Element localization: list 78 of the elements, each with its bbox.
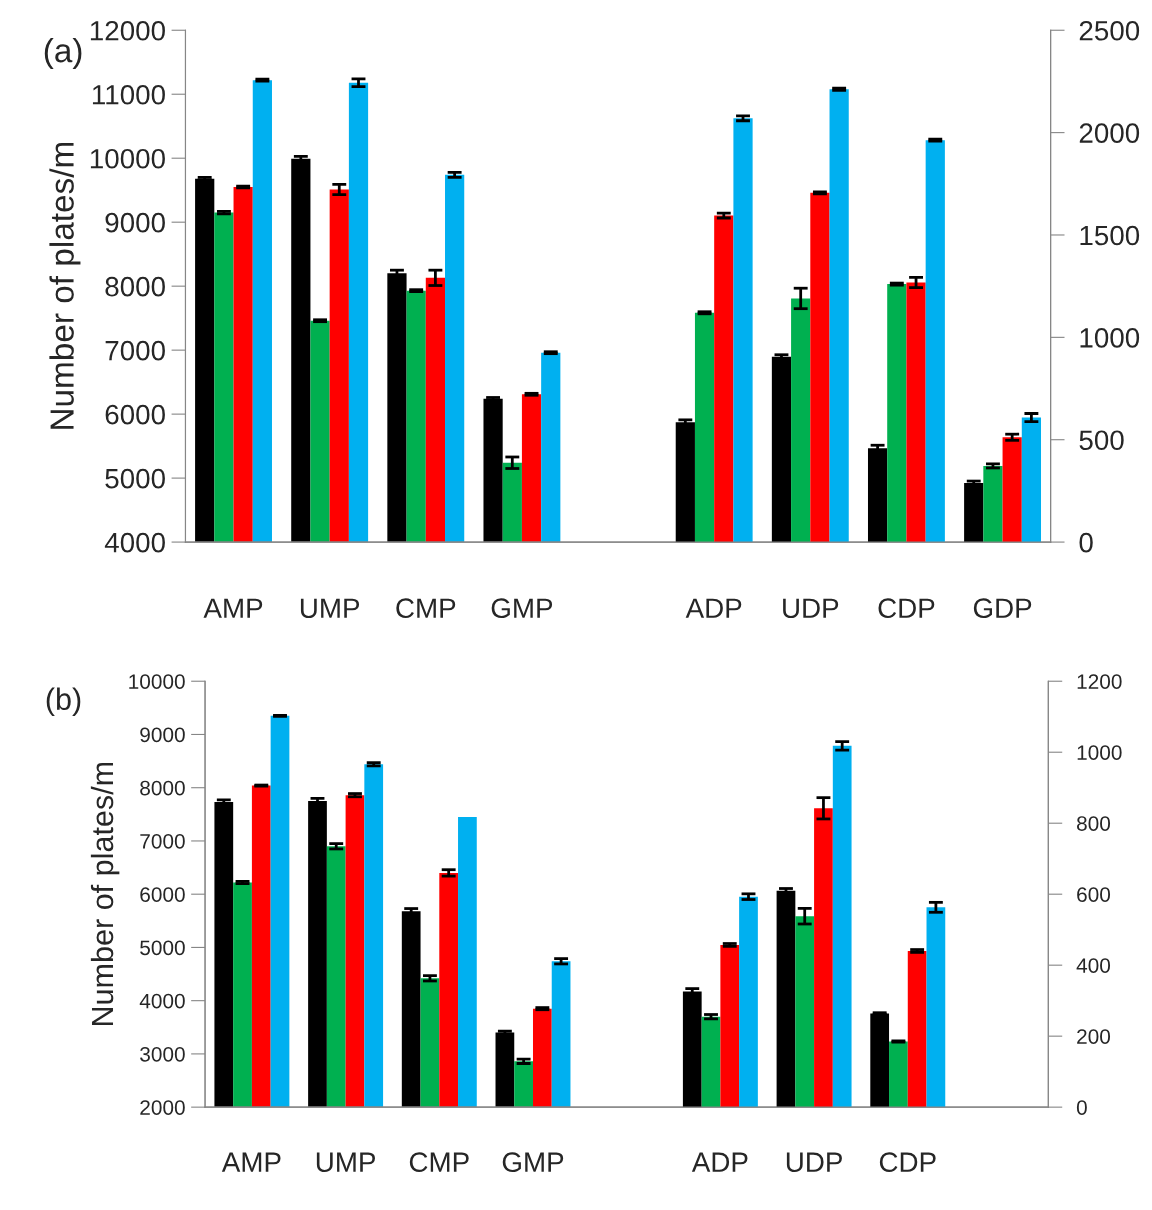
bar (682, 991, 702, 1108)
y2-tick-label: 400 (1076, 958, 1111, 973)
x-tick-label: ADP (685, 598, 742, 618)
bar (675, 422, 695, 543)
bar (701, 1016, 721, 1108)
y2-tick-label: 0 (1079, 532, 1093, 553)
x-tick-label: AMP (221, 1152, 281, 1172)
x-tick-label: AMP (203, 598, 263, 618)
y-tick-label: 6000 (140, 887, 185, 902)
x-tick-label: ADP (691, 1152, 748, 1172)
y2-tick-label: 200 (1077, 1029, 1111, 1044)
y-tick-label: 9000 (140, 727, 185, 743)
bar (906, 282, 926, 543)
bar (887, 284, 907, 543)
y2-tick-label: 1500 (1080, 225, 1140, 246)
y-tick-label: 4000 (139, 993, 185, 1009)
y-tick-label: 6000 (105, 404, 165, 425)
y2-tick-label: 2500 (1079, 20, 1140, 41)
y-tick-label: 10000 (90, 148, 165, 169)
bar (964, 483, 984, 543)
bar (925, 140, 945, 543)
bar (720, 944, 740, 1108)
chart-title: (b) (46, 687, 81, 717)
bar (694, 312, 715, 543)
x-tick-label: CDP (879, 1152, 936, 1172)
x-tick-label: CMP (409, 1152, 469, 1172)
bar (739, 896, 758, 1108)
bar (907, 950, 927, 1108)
bar (983, 465, 1003, 543)
y2-tick-label: 0 (1076, 1100, 1087, 1115)
bar (867, 448, 888, 543)
y-tick-label: 9000 (105, 212, 165, 233)
y-tick-label: 2000 (140, 1100, 185, 1115)
y-tick-label: 11000 (92, 84, 165, 105)
y2-tick-label: 2000 (1079, 123, 1140, 143)
bar (926, 907, 946, 1108)
y2-tick-label: 1000 (1080, 328, 1140, 348)
x-tick-label: UMP (300, 598, 360, 619)
y-tick-label: 5000 (105, 468, 165, 489)
bar (810, 192, 830, 543)
y-tick-label: 8000 (105, 276, 165, 297)
y-tick-label: 4000 (104, 532, 165, 553)
x-tick-label: UDP (786, 1152, 842, 1172)
y-tick-label: 10000 (129, 674, 185, 689)
x-tick-label: GMP (491, 598, 553, 619)
bar (714, 215, 734, 543)
bar (1021, 417, 1042, 543)
x-tick-label: CDP (878, 598, 935, 619)
y-tick-label: 12000 (90, 20, 165, 41)
bar (832, 745, 852, 1108)
chart-title: (a) (44, 37, 82, 69)
x-tick-label: UMP (316, 1152, 375, 1172)
y-tick-label: 8000 (140, 780, 185, 796)
y-axis-title: Number of plates/m (90, 762, 120, 1025)
bar (791, 298, 811, 543)
bar (733, 118, 753, 543)
y-tick-label: 3000 (140, 1046, 185, 1062)
y2-tick-label: 600 (1077, 887, 1111, 902)
x-tick-label: GMP (502, 1152, 564, 1172)
y-axis-title: Number of plates/m (49, 142, 81, 429)
bar (889, 1041, 908, 1108)
bar (795, 916, 815, 1108)
y2-tick-label: 1200 (1077, 674, 1122, 689)
y-tick-label: 7000 (140, 833, 185, 849)
bar (771, 356, 792, 543)
bar (870, 1013, 890, 1108)
bar (776, 890, 796, 1108)
y-tick-label: 5000 (140, 940, 185, 956)
x-tick-label: UDP (783, 598, 839, 619)
x-tick-label: CMP (396, 598, 456, 619)
y-tick-label: 7000 (105, 340, 165, 361)
bar (829, 89, 849, 543)
y2-tick-label: 1000 (1077, 745, 1122, 760)
bar (814, 808, 833, 1108)
x-tick-label: GDP (973, 598, 1032, 619)
y2-tick-label: 500 (1079, 430, 1124, 451)
bar (1002, 437, 1022, 543)
y2-tick-label: 800 (1077, 816, 1111, 831)
